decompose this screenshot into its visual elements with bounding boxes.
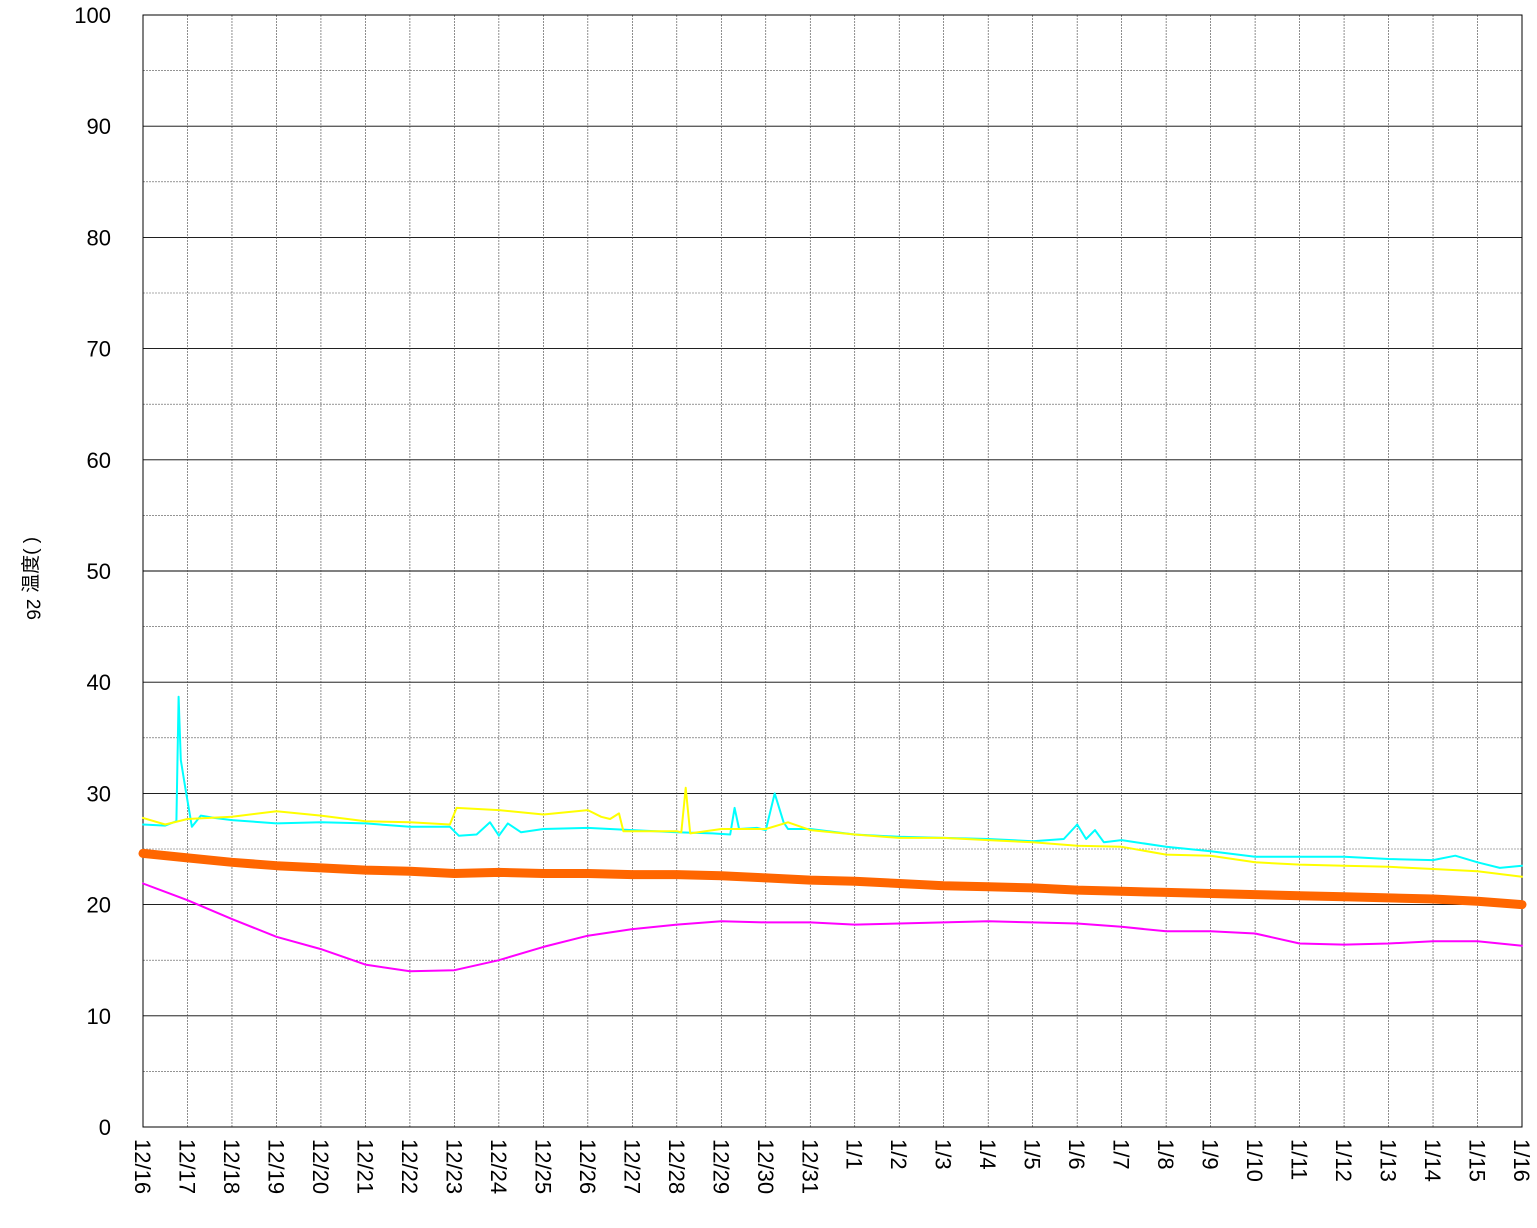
- x-tick-label: 1/6: [1064, 1139, 1089, 1170]
- x-tick-label: 1/7: [1109, 1139, 1134, 1170]
- x-tick-label: 12/26: [575, 1139, 600, 1194]
- series-line-4: [142, 882, 1523, 973]
- y-tick-label: 20: [87, 893, 111, 918]
- y-tick-label: 70: [87, 337, 111, 362]
- plot-frame: [142, 14, 1523, 1128]
- x-tick-label: 1/15: [1465, 1139, 1490, 1182]
- y-tick-label: 10: [87, 1004, 111, 1029]
- y-tick-label: 30: [87, 781, 111, 806]
- x-tick-label: 12/28: [664, 1139, 689, 1194]
- y-tick-label: 80: [87, 225, 111, 250]
- x-tick-label: 1/9: [1198, 1139, 1223, 1170]
- x-tick-label: 12/27: [619, 1139, 644, 1194]
- x-tick-label: 12/25: [530, 1139, 555, 1194]
- y-tick-label: 40: [87, 670, 111, 695]
- x-tick-label: 12/23: [441, 1139, 466, 1194]
- y-tick-label: 50: [87, 559, 111, 584]
- x-tick-label: 1/13: [1376, 1139, 1401, 1182]
- x-tick-label: 12/21: [352, 1139, 377, 1194]
- x-tick-label: 12/17: [174, 1139, 199, 1194]
- y-axis-title-label: 温度( ): [21, 536, 42, 593]
- y-axis-title-number: 26: [22, 598, 43, 620]
- y-tick-label: 100: [74, 3, 111, 28]
- x-tick-label: 12/22: [397, 1139, 422, 1194]
- y-tick-label: 90: [87, 114, 111, 139]
- x-tick-label: 1/10: [1242, 1139, 1267, 1182]
- x-tick-label: 12/31: [797, 1139, 822, 1194]
- x-tick-label: 1/1: [842, 1139, 867, 1170]
- x-tick-label: 1/8: [1153, 1139, 1178, 1170]
- x-tick-label: 12/24: [486, 1139, 511, 1194]
- x-tick-label: 1/2: [886, 1139, 911, 1170]
- series-line-3: [138, 848, 1527, 910]
- x-tick-label: 1/3: [931, 1139, 956, 1170]
- x-tick-label: 12/29: [708, 1139, 733, 1194]
- x-tick-label: 1/14: [1420, 1139, 1445, 1182]
- x-tick-label: 1/12: [1331, 1139, 1356, 1182]
- x-tick-label: 1/4: [975, 1139, 1000, 1170]
- x-tick-label: 12/19: [263, 1139, 288, 1194]
- x-tick-label: 12/18: [219, 1139, 244, 1194]
- y-axis-title: 26 温度( ): [8, 520, 68, 630]
- x-tick-label: 1/16: [1509, 1139, 1534, 1182]
- x-tick-label: 12/20: [308, 1139, 333, 1194]
- x-tick-label: 12/16: [130, 1139, 155, 1194]
- series-line-2: [142, 786, 1523, 878]
- y-axis-title-text: 26 温度( ): [16, 537, 43, 620]
- y-tick-label: 60: [87, 448, 111, 473]
- x-tick-label: 12/30: [753, 1139, 778, 1194]
- x-tick-label: 1/5: [1020, 1139, 1045, 1170]
- y-tick-label: 0: [99, 1115, 111, 1140]
- x-tick-label: 1/11: [1287, 1139, 1312, 1180]
